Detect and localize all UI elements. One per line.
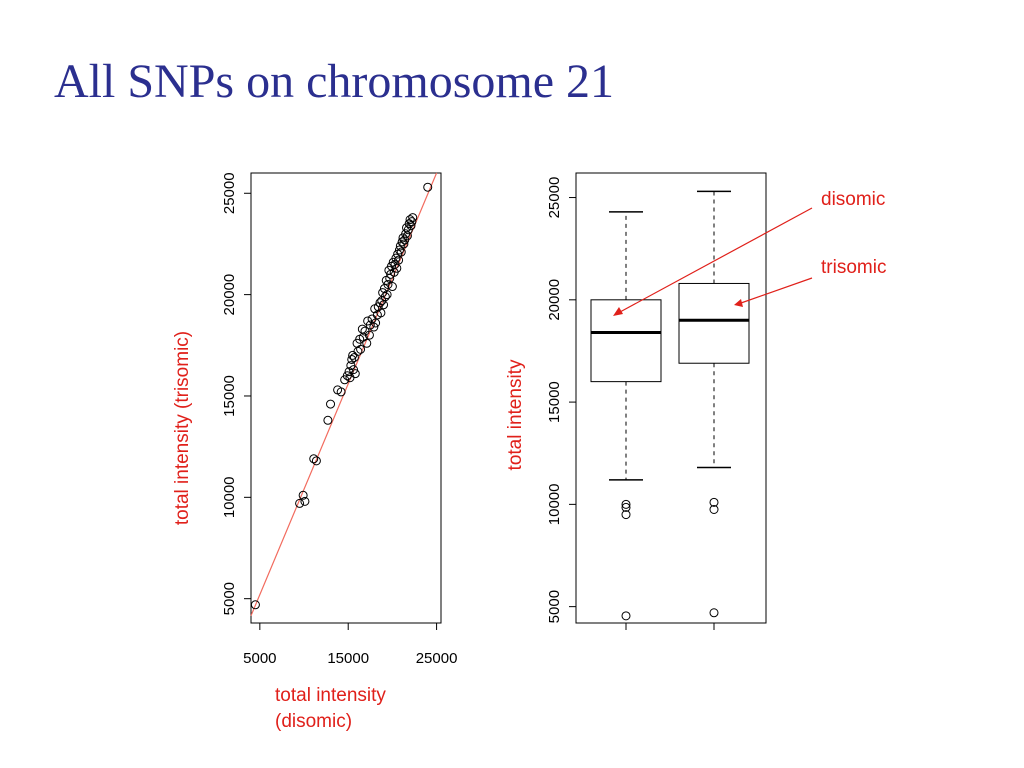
slide-title: All SNPs on chromosome 21: [54, 55, 615, 108]
scatter-point: [394, 245, 404, 255]
scatter-point: [356, 344, 366, 354]
scatter-point: [347, 354, 357, 364]
annotation-trisomic: trisomic: [821, 257, 886, 278]
box-trisomic: [678, 190, 750, 618]
scatter-point: [336, 387, 346, 397]
box-plot-boxes: [590, 190, 750, 621]
scatter-point: [408, 213, 418, 223]
scatter-point: [350, 369, 360, 379]
scatter-y-axis-label: total intensity (trisomic): [172, 331, 193, 525]
scatter-point: [300, 496, 310, 506]
scatter-y-tick-label: 20000: [221, 274, 238, 316]
scatter-point: [396, 247, 406, 257]
scatter-plot-frame: [250, 172, 442, 624]
annotation-trisomic-arrowhead: [734, 299, 743, 307]
scatter-point: [353, 346, 363, 356]
annotations: disomic trisomic: [613, 189, 886, 316]
scatter-point: [387, 282, 397, 292]
outlier-point: [709, 504, 719, 514]
box-plot: 5000 10000 15000 20000 25000 total intensity: [505, 172, 767, 630]
scatter-y-tick-label: 15000: [221, 375, 238, 417]
box-plot-x-axis: [625, 623, 715, 630]
scatter-point: [394, 255, 404, 265]
fit-line: [250, 172, 438, 616]
box-plot-y-axis-label: total intensity: [505, 359, 526, 470]
outlier-point: [709, 497, 719, 507]
scatter-y-tick-label: 25000: [221, 172, 238, 214]
scatter-point: [311, 456, 321, 466]
annotation-trisomic-arrow: [740, 277, 813, 304]
scatter-point: [357, 324, 367, 334]
scatter-point: [309, 454, 319, 464]
scatter-plot: 5000 15000 25000 500010000150002000025000 …: [172, 172, 457, 732]
outlier-point: [621, 611, 631, 621]
scatter-point: [380, 292, 390, 302]
scatter-x-axis: 5000 15000 25000: [243, 623, 457, 667]
scatter-point: [295, 498, 305, 508]
scatter-y-tick-label: 10000: [221, 476, 238, 518]
scatter-point: [364, 330, 374, 340]
scatter-point: [399, 239, 409, 249]
scatter-point: [349, 352, 359, 362]
scatter-points: [250, 182, 433, 610]
outlier-point: [621, 510, 631, 520]
annotation-disomic-arrowhead: [613, 307, 623, 316]
scatter-point: [385, 273, 395, 283]
outlier-point: [709, 608, 719, 618]
scatter-y-axis: 5000 10000 15000 20000 25000: [221, 172, 251, 615]
scatter-point: [397, 237, 407, 247]
scatter-x-tick-label: 15000: [327, 650, 369, 667]
scatter-point: [423, 182, 433, 192]
box-plot-y-tick-label: 20000: [546, 279, 563, 321]
box-plot-y-tick-label: 15000: [546, 381, 563, 423]
box-body: [678, 282, 750, 364]
scatter-point: [407, 217, 417, 227]
scatter-x-axis-label-line2: (disomic): [275, 711, 352, 732]
scatter-point: [349, 365, 359, 375]
scatter-point: [376, 308, 386, 318]
box-plot-y-tick-label: 10000: [546, 484, 563, 526]
scatter-point: [383, 279, 393, 289]
scatter-point: [326, 399, 336, 409]
scatter-point: [344, 367, 354, 377]
scatter-point: [298, 490, 308, 500]
scatter-point: [405, 215, 415, 225]
scatter-point: [391, 253, 401, 263]
scatter-point: [250, 600, 260, 610]
scatter-x-tick-label: 25000: [416, 650, 458, 667]
scatter-x-tick-label: 5000: [243, 650, 276, 667]
box-plot-y-tick-label: 25000: [546, 177, 563, 219]
scatter-x-axis-label-line1: total intensity: [275, 685, 386, 706]
box-plot-y-tick-label: 5000: [546, 590, 563, 623]
scatter-point: [402, 231, 412, 241]
box-disomic: [590, 211, 662, 621]
outlier-point: [621, 502, 631, 512]
annotation-disomic: disomic: [821, 189, 885, 210]
scatter-point: [362, 338, 372, 348]
scatter-point: [369, 322, 379, 332]
scatter-y-tick-label: 5000: [221, 582, 238, 615]
scatter-point: [323, 415, 333, 425]
box-plot-frame: [575, 172, 767, 624]
outlier-point: [621, 499, 631, 509]
box-body: [590, 299, 662, 383]
scatter-point: [382, 290, 392, 300]
box-plot-y-axis: 5000 10000 15000 20000 25000: [546, 177, 576, 623]
annotation-disomic-arrow: [619, 207, 813, 313]
